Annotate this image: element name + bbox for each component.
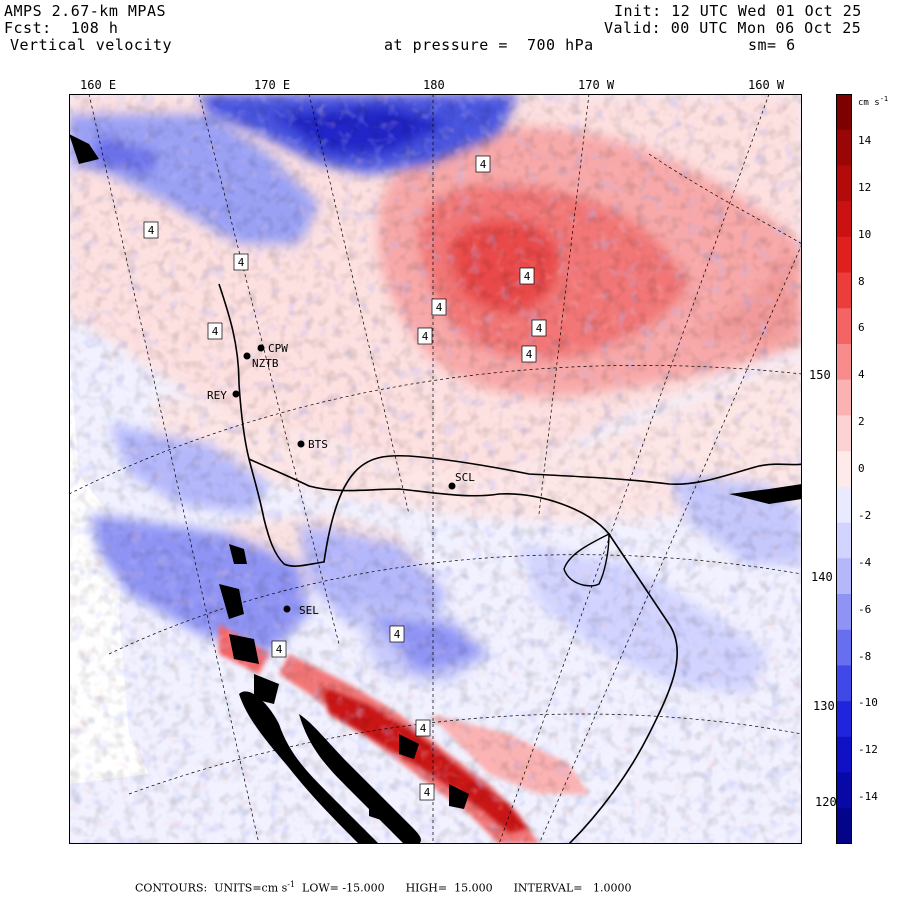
- field-name: Vertical velocity: [10, 36, 173, 54]
- colorbar-tick-label: 10: [858, 227, 872, 241]
- svg-text:4: 4: [526, 348, 533, 361]
- pressure-level: at pressure = 700 hPa: [384, 36, 594, 54]
- svg-text:4: 4: [276, 643, 283, 656]
- svg-text:4: 4: [424, 786, 431, 799]
- colorbar-segment: [836, 558, 852, 595]
- smoothing-value: sm= 6: [748, 36, 796, 54]
- svg-text:4: 4: [436, 301, 443, 314]
- colorbar-segment: [836, 94, 852, 131]
- vertical-velocity-map: 4 4 4 4 4 4 4 4 4 4 4 4 4 CPW NZTB REY B…: [69, 94, 802, 844]
- colorbar-segment: [836, 415, 852, 452]
- coastline-transantarctic: [248, 458, 678, 844]
- station-nztb: NZTB: [243, 352, 279, 370]
- svg-text:4: 4: [422, 330, 429, 343]
- coastline-island: [563, 532, 610, 587]
- map-frame: [69, 94, 802, 844]
- colorbar-tick-label: 14: [858, 133, 872, 147]
- colorbar-tick-label: -12: [858, 743, 878, 757]
- model-title: AMPS 2.67-km MPAS: [4, 2, 167, 20]
- svg-text:4: 4: [524, 270, 531, 283]
- colorbar-segment: [836, 736, 852, 774]
- colorbar-segment: [836, 201, 852, 238]
- colorbar-segment: [836, 379, 852, 416]
- svg-text:REY: REY: [207, 389, 227, 402]
- valid-time: Valid: 00 UTC Mon 06 Oct 25: [604, 19, 862, 37]
- station-sel: SEL: [283, 604, 319, 617]
- colorbar-segment: [836, 272, 852, 309]
- colorbar-tick-label: 0: [858, 462, 865, 475]
- colorbar-tick-label: -2: [858, 508, 872, 522]
- colorbar-segment: [836, 522, 852, 559]
- svg-text:4: 4: [420, 722, 427, 735]
- colorbar-tick-label: 8: [858, 274, 865, 288]
- svg-text:4: 4: [148, 224, 155, 237]
- station-bts: BTS: [297, 438, 328, 451]
- lat-lon-grid: [69, 94, 802, 844]
- colorbar-segment: [836, 629, 852, 666]
- colorbar-tick-label: 2: [858, 415, 865, 429]
- contour-labels: 4 4 4 4 4 4 4 4 4 4 4 4 4: [143, 155, 547, 801]
- forecast-hour: Fcst: 108 h: [4, 19, 119, 37]
- colorbar-segment: [836, 451, 852, 488]
- svg-text:BTS: BTS: [308, 438, 328, 451]
- colorbar-tick-label: -4: [858, 555, 872, 569]
- colorbar-segment: [836, 701, 852, 738]
- colorbar: [836, 94, 852, 844]
- station-markers: CPW NZTB REY BTS SCL SEL: [207, 342, 475, 617]
- svg-text:CPW: CPW: [268, 342, 288, 355]
- svg-text:SEL: SEL: [299, 604, 319, 617]
- svg-text:SCL: SCL: [455, 471, 475, 484]
- colorbar-tick-label: -14: [858, 790, 878, 804]
- lon-label-180: 180: [423, 78, 445, 92]
- colorbar-segment: [836, 344, 852, 381]
- station-scl: SCL: [448, 471, 475, 490]
- colorbar-segment: [836, 236, 852, 274]
- colorbar-units: cm s-1: [858, 95, 889, 108]
- colorbar-segment: [836, 308, 852, 345]
- lon-label-170e: 170 E: [254, 78, 291, 92]
- colorbar-tick-label: -8: [858, 649, 872, 663]
- station-cpw: CPW: [257, 342, 288, 355]
- colorbar-tick-label: 12: [858, 180, 872, 194]
- colorbar-segment: [836, 665, 852, 702]
- coastline-ross-ice-shelf: [218, 283, 802, 567]
- colorbar-tick-label: -6: [858, 602, 872, 616]
- colorbar-segment: [836, 808, 852, 844]
- contour-info: CONTOURS: UNITS=cm s-1 LOW= -15.000 HIGH…: [135, 880, 632, 895]
- colorbar-tick-label: 6: [858, 321, 865, 335]
- svg-text:4: 4: [480, 158, 487, 171]
- lon-label-160w: 160 W: [748, 78, 785, 92]
- colorbar-segment: [836, 129, 852, 166]
- terrain-contours: [69, 134, 802, 844]
- colorbar-tick-label: 4: [858, 368, 865, 382]
- svg-text:4: 4: [394, 628, 401, 641]
- colorbar-segment: [836, 772, 852, 809]
- svg-text:NZTB: NZTB: [252, 357, 279, 370]
- lon-label-160e: 160 E: [80, 78, 117, 92]
- init-time: Init: 12 UTC Wed 01 Oct 25: [614, 2, 862, 20]
- svg-text:4: 4: [238, 256, 245, 269]
- svg-text:4: 4: [212, 325, 219, 338]
- colorbar-segment: [836, 594, 852, 631]
- svg-text:4: 4: [536, 322, 543, 335]
- station-rey: REY: [207, 389, 240, 402]
- colorbar-tick-label: -10: [858, 696, 878, 710]
- colorbar-segment: [836, 486, 852, 524]
- colorbar-segment: [836, 165, 852, 202]
- lon-label-170w: 170 W: [578, 78, 615, 92]
